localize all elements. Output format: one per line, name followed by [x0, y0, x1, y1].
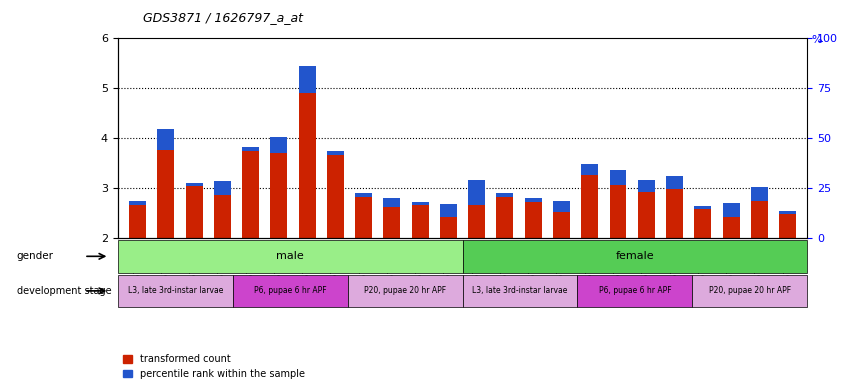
- Bar: [327, 151, 344, 155]
- Bar: [695, 206, 711, 209]
- Bar: [157, 129, 174, 238]
- Bar: [553, 200, 570, 238]
- Bar: [581, 164, 598, 175]
- Bar: [242, 147, 259, 151]
- Bar: [355, 193, 372, 238]
- Text: gender: gender: [17, 251, 54, 262]
- Bar: [722, 203, 739, 238]
- Text: %: %: [812, 35, 822, 45]
- Legend: transformed count, percentile rank within the sample: transformed count, percentile rank withi…: [123, 354, 305, 379]
- Bar: [695, 206, 711, 238]
- Bar: [751, 187, 768, 238]
- Text: male: male: [277, 251, 304, 262]
- Bar: [186, 183, 203, 185]
- Text: female: female: [616, 251, 654, 262]
- Bar: [581, 164, 598, 238]
- Bar: [525, 198, 542, 202]
- Bar: [637, 180, 655, 192]
- Bar: [412, 202, 429, 238]
- Bar: [412, 202, 429, 205]
- Bar: [751, 187, 768, 200]
- Bar: [186, 183, 203, 238]
- Bar: [355, 193, 372, 197]
- Bar: [666, 176, 683, 238]
- Bar: [440, 204, 457, 217]
- Bar: [270, 137, 288, 238]
- Bar: [468, 180, 485, 238]
- Bar: [553, 200, 570, 212]
- Bar: [270, 137, 288, 153]
- Text: P6, pupae 6 hr APF: P6, pupae 6 hr APF: [599, 286, 671, 295]
- Bar: [610, 170, 627, 238]
- Bar: [440, 204, 457, 238]
- Bar: [214, 180, 230, 195]
- Bar: [468, 180, 485, 205]
- Bar: [722, 203, 739, 217]
- Text: P20, pupae 20 hr APF: P20, pupae 20 hr APF: [364, 286, 446, 295]
- Bar: [129, 200, 146, 205]
- Bar: [327, 151, 344, 238]
- Bar: [610, 170, 627, 185]
- Bar: [299, 66, 315, 238]
- Bar: [666, 176, 683, 189]
- Bar: [779, 210, 796, 214]
- Bar: [299, 66, 315, 93]
- Bar: [525, 198, 542, 238]
- Bar: [637, 180, 655, 238]
- Bar: [129, 200, 146, 238]
- Text: P6, pupae 6 hr APF: P6, pupae 6 hr APF: [254, 286, 326, 295]
- Bar: [496, 193, 513, 238]
- Bar: [496, 193, 513, 197]
- Text: GDS3871 / 1626797_a_at: GDS3871 / 1626797_a_at: [143, 12, 303, 25]
- Bar: [242, 147, 259, 238]
- Text: L3, late 3rd-instar larvae: L3, late 3rd-instar larvae: [128, 286, 223, 295]
- Bar: [383, 198, 400, 207]
- Text: P20, pupae 20 hr APF: P20, pupae 20 hr APF: [709, 286, 791, 295]
- Text: development stage: development stage: [17, 286, 112, 296]
- Bar: [383, 198, 400, 238]
- Bar: [214, 181, 230, 238]
- Text: L3, late 3rd-instar larvae: L3, late 3rd-instar larvae: [473, 286, 568, 295]
- Bar: [157, 129, 174, 150]
- Bar: [779, 210, 796, 238]
